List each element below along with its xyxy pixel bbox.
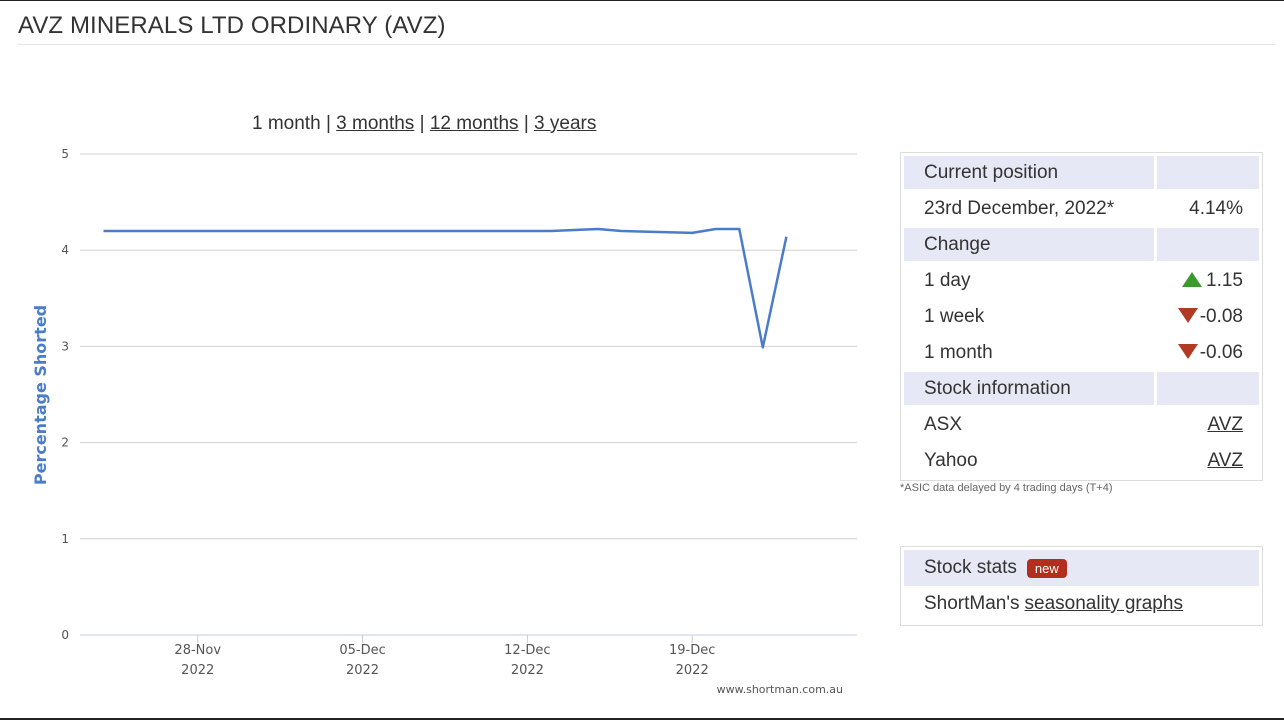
series-line [103,227,788,349]
range-12-months-link[interactable]: 12 months [429,113,519,134]
x-tick-date: 12-Dec [504,643,550,658]
arrow-up-icon [1182,271,1203,287]
seasonality-row: ShortMan's seasonality graphs [904,586,1259,622]
change-1-month-value: -0.06 [1157,336,1259,369]
title-divider [18,44,1276,45]
change-1-month-label: 1 month [924,341,993,363]
yahoo-link[interactable]: AVZ [1207,449,1243,471]
current-date-label: 23rd December, 2022* [924,197,1115,219]
x-tick-year: 2022 [511,663,544,678]
stock-stats-panel: Stock stats new ShortMan's seasonality g… [900,546,1263,626]
change-1-month-number: -0.06 [1199,341,1243,363]
y-tick-label: 5 [61,147,69,161]
arrow-down-icon [1177,343,1198,359]
y-axis-title: Percentage Shorted [31,305,50,485]
range-separator: | [523,113,529,134]
range-separator: | [419,113,425,134]
heading-spacer [1157,228,1259,261]
change-1-week-label: 1 week [924,305,985,327]
x-tick-date: 28-Nov [174,643,221,658]
seasonality-graphs-link[interactable]: seasonality graphs [1024,593,1183,614]
heading-spacer [1157,372,1259,405]
chart-credit: www.shortman.com.au [717,683,843,696]
range-3-years-link[interactable]: 3 years [534,113,597,134]
x-tick-date: 19-Dec [669,643,715,658]
change-1-day-number: 1.15 [1206,269,1243,291]
asx-link-cell: AVZ [1157,408,1259,441]
current-position-value: 4.14% [1189,197,1243,219]
stock-stats-heading: Stock stats new [904,550,1259,586]
asic-footnote: *ASIC data delayed by 4 trading days (T+… [900,482,1113,494]
asx-link[interactable]: AVZ [1207,413,1243,435]
short-chart: 0 1 2 3 4 5 28-Nov 2022 05-Dec 2022 12-Dec 2022 19-… [31,147,857,696]
current-position-heading: Current position [904,156,1154,189]
seasonality-prefix: ShortMan's [924,593,1020,614]
change-1-week-number: -0.08 [1199,305,1243,327]
stock-stats-title: Stock stats [924,557,1017,578]
range-separator: | [325,113,331,134]
x-tick-year: 2022 [346,663,379,678]
asx-label: ASX [924,413,963,435]
arrow-down-icon [1177,307,1198,323]
range-3-months-link[interactable]: 3 months [336,113,415,134]
page-title: AVZ MINERALS LTD ORDINARY (AVZ) [18,12,446,39]
y-tick-label: 4 [61,243,69,257]
change-1-week-value: -0.08 [1157,300,1259,333]
y-tick-label: 3 [61,339,69,353]
change-1-day-value: 1.15 [1157,264,1259,297]
range-nav: 1 month | 3 months | 12 months | 3 years [252,113,596,135]
change-1-day-label: 1 day [924,269,971,291]
yahoo-link-cell: AVZ [1157,444,1259,477]
x-tick-year: 2022 [181,663,214,678]
y-tick-label: 0 [61,628,69,642]
heading-spacer [1157,156,1259,189]
new-badge: new [1026,558,1067,578]
stock-information-heading: Stock information [904,372,1154,405]
x-tick-year: 2022 [676,663,709,678]
position-table: Current position 23rd December, 2022* 4.… [900,152,1263,481]
y-tick-label: 2 [61,436,69,450]
x-tick-date: 05-Dec [339,643,385,658]
y-tick-label: 1 [61,532,69,546]
range-1-month: 1 month [252,113,321,134]
change-heading: Change [904,228,1154,261]
yahoo-label: Yahoo [924,449,978,471]
